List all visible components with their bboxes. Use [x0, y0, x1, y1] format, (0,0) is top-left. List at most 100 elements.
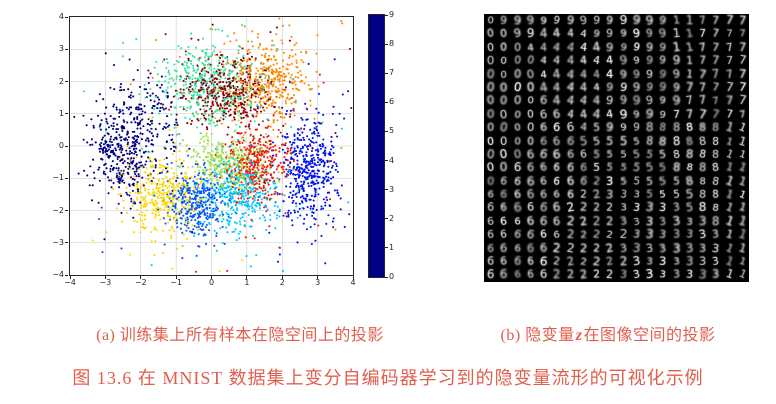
y-tick-label: −2	[52, 205, 64, 215]
decoded-digit-cell: 6	[526, 254, 535, 268]
decoded-digit-cell: 4	[579, 53, 588, 68]
x-tick-label: 3	[315, 278, 321, 287]
decoded-digit-cell: 6	[539, 227, 548, 242]
decoded-digit-cell: 4	[592, 66, 601, 81]
decoded-digit-cell: 9	[632, 53, 641, 67]
decoded-digit-cell: 7	[712, 14, 720, 27]
decoded-digit-cell: 0	[512, 92, 522, 108]
decoded-digit-cell: 9	[671, 66, 681, 81]
decoded-digit-cell: 0	[499, 53, 508, 67]
decoded-digit-cell: 3	[632, 187, 641, 201]
decoded-digit-cell: 9	[632, 120, 640, 134]
y-tick-label: 2	[58, 76, 64, 86]
x-tickmark	[352, 276, 354, 279]
decoded-digit-cell: 8	[711, 213, 720, 229]
decoded-digit-cell: 0	[513, 40, 521, 54]
decoded-digit-cell: 7	[738, 14, 747, 28]
decoded-digit-cell: 7	[725, 53, 733, 67]
decoded-digit-cell: 7	[725, 27, 733, 40]
y-tickmark	[65, 274, 68, 276]
colorbar-tick-label: 6	[389, 97, 395, 107]
decoded-digit-cell: 6	[499, 266, 508, 282]
decoded-digit-cell: 0	[486, 26, 495, 41]
colorbar-tick-label: 9	[389, 10, 395, 19]
decoded-digit-cell: 5	[658, 160, 668, 175]
y-tickmark	[65, 113, 68, 115]
decoded-digit-cell: 2	[579, 187, 587, 201]
y-tick-label: 1	[58, 108, 64, 118]
decoded-digit-cell: 9	[659, 53, 667, 67]
scatter-canvas	[70, 17, 353, 275]
decoded-digit-cell: 5	[619, 160, 628, 174]
decoded-digit-cell: 9	[659, 94, 667, 107]
decoded-digit-cell: 6	[578, 173, 589, 189]
decoded-digit-cell: 2	[618, 226, 628, 242]
x-tick-label: −3	[99, 278, 112, 287]
decoded-digit-cell: 8	[658, 120, 667, 134]
decoded-digit-cell: 0	[513, 53, 522, 68]
x-tick-label: 4	[350, 278, 356, 287]
decoded-digit-cell: 6	[486, 213, 495, 228]
decoded-digit-cell: 6	[486, 227, 495, 242]
decoded-digit-cell: 4	[592, 80, 601, 94]
decoded-digit-cell: 9	[658, 39, 668, 54]
colorbar-tick-label: 7	[389, 68, 395, 78]
decoded-digit-cell: 5	[593, 120, 601, 134]
decoded-digit-cell: 2	[606, 201, 614, 214]
decoded-digit-cell: 6	[579, 160, 588, 175]
colorbar-tick-label: 8	[389, 39, 395, 49]
decoded-digit-cell: 6	[552, 213, 561, 228]
y-tick-label: 4	[58, 12, 64, 21]
decoded-digit-cell: 9	[619, 120, 627, 134]
colorbar-tick-label: 0	[389, 272, 395, 281]
digit-class-colorbar	[368, 14, 385, 278]
x-tick-label: −4	[64, 278, 76, 287]
decoded-digit-cell: 6	[552, 174, 561, 188]
decoded-digit-cell: 8	[698, 160, 707, 175]
decoded-digit-cell: 3	[699, 241, 707, 255]
decoded-digit-cell: 0	[526, 94, 535, 107]
decoded-digit-cell: 7	[699, 53, 707, 67]
decoded-digit-cell: 6	[512, 253, 522, 269]
x-tickmark	[140, 276, 142, 279]
colorbar-tickmark	[385, 101, 388, 103]
decoded-digit-cell: 8	[712, 147, 720, 161]
decoded-digit-cell: 9	[606, 26, 614, 41]
latent-variable-z-symbol: z	[575, 327, 583, 344]
decoded-digit-cell: 7	[699, 26, 707, 41]
decoded-digit-cell: 0	[487, 14, 495, 27]
decoded-digit-cell: 3	[658, 200, 668, 215]
decoded-digit-cell: 0	[499, 159, 509, 175]
decoded-digit-cell: 9	[526, 25, 535, 41]
decoded-digit-cell: 9	[619, 27, 627, 40]
decoded-digit-cell: 9	[645, 53, 654, 68]
decoded-digit-cell: 2	[579, 240, 588, 255]
subcaption-b-suffix: 在图像空间的投影	[583, 327, 716, 344]
decoded-digit-cell: 9	[658, 79, 668, 95]
colorbar-tick-label: 5	[389, 126, 395, 136]
decoded-digit-cell: 5	[592, 147, 601, 161]
colorbar-tick-label: 2	[389, 213, 395, 223]
y-tickmark	[65, 177, 68, 179]
decoded-digit-cell: 0	[499, 26, 508, 41]
y-tickmark	[65, 145, 68, 147]
decoded-digit-cell: 3	[711, 227, 720, 241]
decoded-digit-cell: 9	[592, 14, 601, 27]
decoded-digit-cell: 8	[698, 120, 707, 134]
decoded-digit-cell: 5	[619, 133, 628, 148]
colorbar-tickmark	[385, 160, 388, 162]
decoded-digit-cell: 9	[671, 52, 681, 68]
decoded-digit-cell: 0	[486, 173, 495, 188]
decoded-digit-cell: 4	[566, 27, 574, 40]
decoded-digit-cell: 2	[580, 228, 587, 241]
x-tickmark	[175, 276, 177, 279]
